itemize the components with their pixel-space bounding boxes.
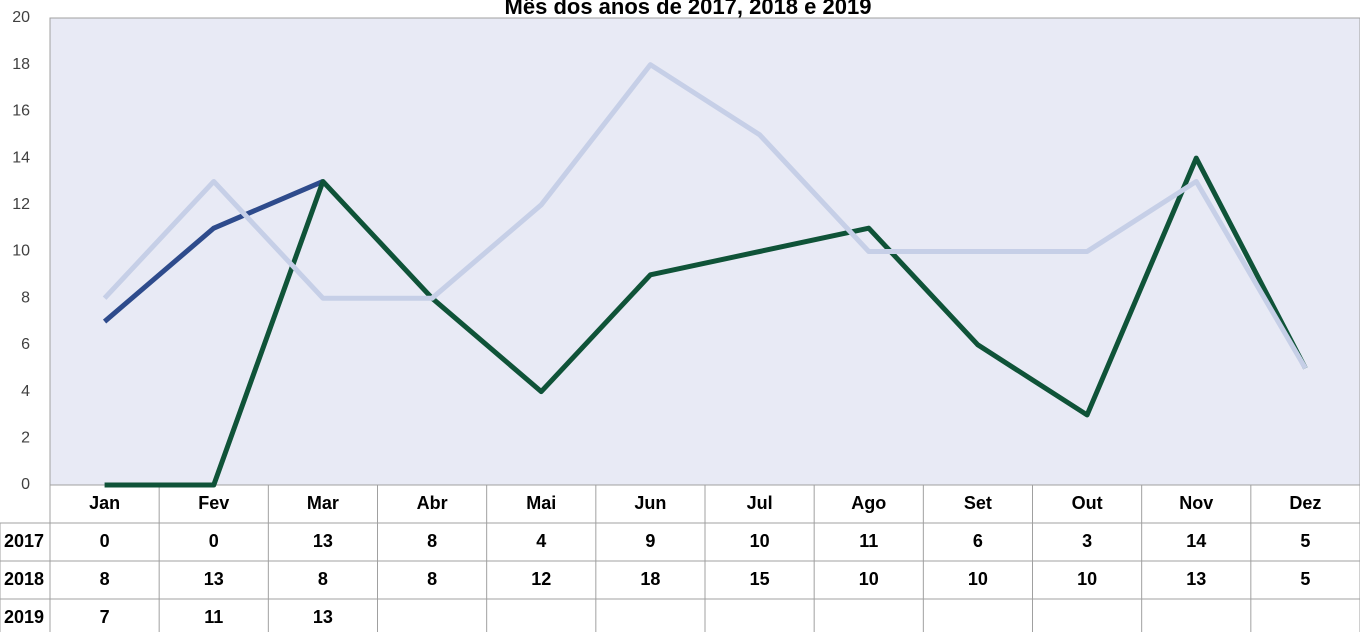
- table-value: 8: [100, 569, 110, 589]
- table-value: 6: [973, 531, 983, 551]
- y-tick-label: 6: [21, 336, 30, 353]
- plot-area: [49, 17, 1360, 486]
- x-tick-label: Ago: [851, 493, 886, 513]
- table-value: 11: [859, 531, 878, 551]
- table-value: 0: [209, 531, 219, 551]
- table-value: 18: [640, 569, 660, 589]
- table-value: 0: [100, 531, 110, 551]
- table-value: 13: [313, 531, 333, 551]
- x-tick-label: Mar: [307, 493, 339, 513]
- table-value: 5: [1300, 569, 1310, 589]
- legend-label: 2017: [4, 531, 44, 551]
- table-value: 10: [859, 569, 879, 589]
- table-value: 8: [427, 569, 437, 589]
- y-tick-label: 20: [12, 9, 30, 26]
- table-value: 10: [750, 531, 770, 551]
- x-tick-label: Jan: [89, 493, 120, 513]
- series-line: [102, 179, 324, 324]
- x-tick-label: Mai: [526, 493, 556, 513]
- table-value: 12: [531, 569, 551, 589]
- table-value: 7: [100, 607, 110, 627]
- y-tick-label: 16: [12, 103, 30, 120]
- table-value: 14: [1186, 531, 1206, 551]
- table-value: 9: [645, 531, 655, 551]
- x-tick-label: Dez: [1289, 493, 1321, 513]
- series-line: [104, 155, 1308, 488]
- x-tick-label: Jun: [634, 493, 666, 513]
- table-value: 4: [536, 531, 546, 551]
- table-value: 13: [204, 569, 224, 589]
- table-value: 10: [1077, 569, 1097, 589]
- y-tick-label: 12: [12, 196, 30, 213]
- table-value: 8: [318, 569, 328, 589]
- y-tick-label: 0: [21, 476, 30, 493]
- table-value: 13: [313, 607, 333, 627]
- table-value: 13: [1186, 569, 1206, 589]
- table-value: 8: [427, 531, 437, 551]
- y-tick-label: 14: [12, 149, 30, 166]
- table-value: 3: [1082, 531, 1092, 551]
- legend-label: 2019: [4, 607, 44, 627]
- y-tick-label: 18: [12, 56, 30, 73]
- chart-title: Mês dos anos de 2017, 2018 e 2019: [505, 0, 872, 19]
- x-tick-label: Set: [964, 493, 992, 513]
- table-value: 5: [1300, 531, 1310, 551]
- table-value: 10: [968, 569, 988, 589]
- x-tick-label: Jul: [747, 493, 773, 513]
- table-value: 15: [750, 569, 770, 589]
- y-tick-label: 4: [21, 383, 30, 400]
- x-tick-label: Out: [1072, 493, 1103, 513]
- x-tick-label: Abr: [417, 493, 448, 513]
- y-tick-label: 8: [21, 289, 30, 306]
- series-line: [102, 62, 1308, 370]
- x-tick-label: Fev: [198, 493, 229, 513]
- y-tick-label: 10: [12, 243, 30, 260]
- y-tick-label: 2: [21, 430, 30, 447]
- table-value: 11: [204, 607, 223, 627]
- legend-label: 2018: [4, 569, 44, 589]
- x-tick-label: Nov: [1179, 493, 1213, 513]
